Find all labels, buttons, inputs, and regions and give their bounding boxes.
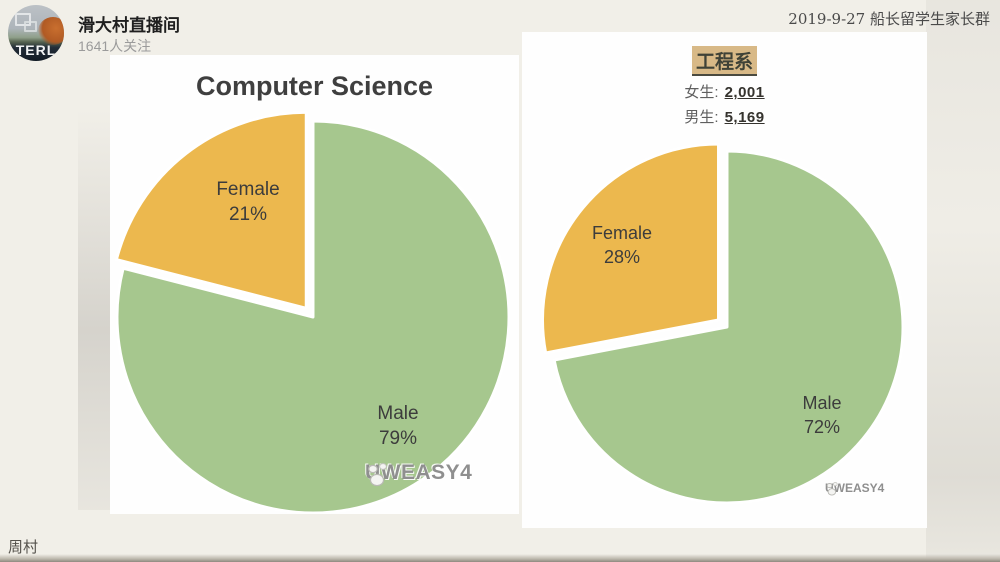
cs-male-label: Male 79% — [328, 401, 468, 452]
watermark-right: UWEASY4 — [825, 481, 885, 496]
engineering-female-label-name: Female — [591, 223, 653, 243]
avatar-sculpture-2 — [24, 21, 37, 32]
female-stat-label: 女生: — [684, 84, 719, 101]
male-stat-label: 男生: — [684, 109, 719, 126]
account-name[interactable]: 滑大村直播间 — [78, 16, 180, 35]
engineering-female-label: Female 28% — [552, 222, 692, 270]
photo-vignette-left — [78, 110, 110, 510]
engineering-female-label-pct: 28% — [603, 246, 641, 267]
engineering-male-label-name: Male — [802, 393, 842, 413]
watermark-text-right: UWEASY4 — [825, 481, 885, 495]
pie-slice-male — [115, 119, 511, 514]
cs-female-label: Female 21% — [178, 177, 318, 228]
photo-vignette-right — [926, 0, 1000, 562]
pie-slice-female — [114, 110, 308, 310]
date-and-group-label: 2019-9-27 船长留学生家长群 — [788, 10, 990, 28]
cs-chart-title: Computer Science — [195, 71, 434, 101]
engineering-chart-title: 工程系 — [691, 46, 757, 76]
avatar-sculpture — [15, 13, 31, 26]
watermark-text-left: UWEASY4 — [365, 461, 473, 484]
male-stat-value: 5,169 — [724, 109, 765, 126]
followers-count: 1641人关注 — [78, 38, 152, 54]
paw-icon — [368, 463, 387, 487]
cs-chart-card: Computer Science Female 21% Male 79% UWE… — [110, 55, 519, 514]
avatar-sign-text: TERL — [15, 42, 57, 58]
cs-male-label-name: Male — [377, 403, 419, 424]
engineering-male-label-pct: 72% — [803, 416, 841, 437]
engineering-stat-male: 男生: 5,169 — [522, 106, 927, 127]
cs-female-label-pct: 21% — [228, 204, 268, 226]
pie-slice-female — [541, 142, 721, 355]
avatar-autumn-tree — [38, 17, 64, 45]
paw-icon — [826, 482, 838, 496]
female-stat-value: 2,001 — [724, 84, 765, 101]
engineering-pie-chart — [541, 142, 905, 505]
cs-pie-chart — [114, 110, 511, 514]
engineering-male-label: Male 72% — [752, 392, 892, 440]
watermark-left: UWEASY4 — [365, 461, 473, 487]
avatar[interactable]: TERL — [8, 5, 64, 61]
photo-bottom-edge — [0, 554, 1000, 562]
pie-slice-male — [552, 149, 905, 505]
cs-female-label-name: Female — [216, 179, 280, 200]
footer-author: 周村 — [8, 538, 39, 556]
cs-male-label-pct: 79% — [378, 428, 418, 450]
engineering-stat-female: 女生: 2,001 — [522, 81, 927, 102]
engineering-chart-card: 工程系 女生: 2,001 男生: 5,169 Female 28% Male 72… — [522, 32, 927, 528]
